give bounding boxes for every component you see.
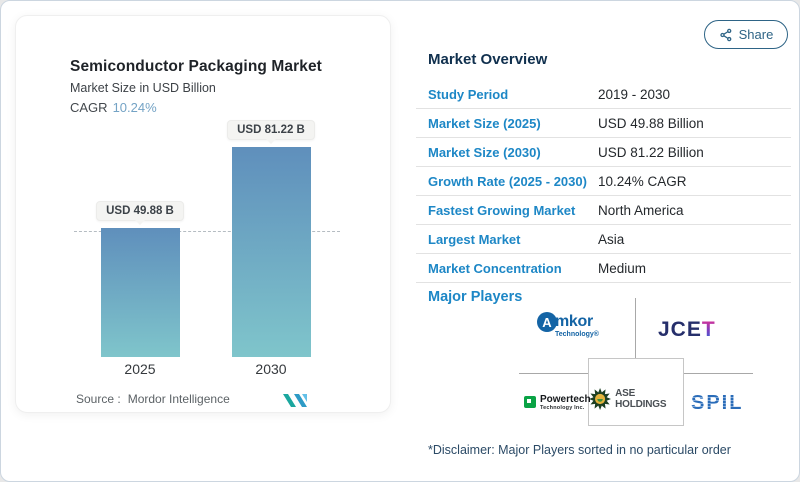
gear-starburst-icon: [589, 387, 612, 411]
row-label: Market Size (2025): [428, 115, 541, 131]
spil-logo: SPIL: [691, 392, 744, 414]
market-chart-card: Semiconductor Packaging Market Market Si…: [15, 15, 391, 413]
bar-2030: [231, 147, 311, 357]
cagr-value: 10.24%: [112, 100, 157, 115]
reference-line: [74, 231, 340, 232]
source-value: Mordor Intelligence: [127, 392, 230, 406]
row-label: Market Concentration: [428, 260, 562, 276]
row-value: USD 81.22 Billion: [598, 144, 704, 160]
source-label: Source :: [76, 392, 121, 406]
players-disclaimer: *Disclaimer: Major Players sorted in no …: [428, 443, 731, 457]
row-value: Asia: [598, 231, 625, 247]
table-row: Market Concentration Medium: [416, 254, 791, 283]
powertech-sub-text: Technology Inc.: [540, 405, 585, 411]
major-players-heading: Major Players: [428, 289, 523, 305]
jcet-logo: JCET: [658, 318, 716, 342]
source-row: Source : Mordor Intelligence: [76, 392, 366, 406]
row-value: Medium: [598, 260, 647, 276]
bar-group-2025: USD 49.88 B 2025: [80, 201, 200, 377]
row-label: Growth Rate (2025 - 2030): [428, 173, 587, 189]
amkor-wordmark: mkor: [555, 313, 593, 330]
connector-line-vertical: [635, 298, 636, 358]
powertech-wordmark: Powertech: [540, 394, 591, 405]
jcet-accent-letter: T: [701, 318, 716, 341]
row-label: Largest Market: [428, 231, 521, 247]
axis-label-2030: 2030: [255, 361, 287, 377]
overview-table: Study Period 2019 - 2030 Market Size (20…: [416, 80, 791, 283]
table-row: Market Size (2030) USD 81.22 Billion: [416, 138, 791, 167]
amkor-sub-text: Technology®: [555, 331, 599, 338]
bar-2025: [100, 228, 180, 357]
cagr-label: CAGR: [70, 100, 108, 115]
row-value: 2019 - 2030: [598, 86, 671, 102]
table-row: Market Size (2025) USD 49.88 Billion: [416, 109, 791, 138]
bar-value-badge-2030: USD 81.22 B: [227, 120, 315, 140]
row-value: 10.24% CAGR: [598, 173, 687, 189]
chart-subtitle: Market Size in USD Billion: [70, 81, 216, 95]
bar-group-2030: USD 81.22 B 2030: [211, 120, 331, 377]
amkor-circle-icon: A: [537, 312, 557, 332]
bar-value-badge-2025: USD 49.88 B: [96, 201, 184, 221]
chart-title: Semiconductor Packaging Market: [70, 58, 322, 75]
table-row: Study Period 2019 - 2030: [416, 80, 791, 109]
row-value: North America: [598, 202, 684, 218]
row-label: Fastest Growing Market: [428, 202, 576, 218]
table-row: Fastest Growing Market North America: [416, 196, 791, 225]
share-button[interactable]: Share: [704, 20, 788, 49]
share-button-label: Share: [738, 27, 774, 42]
ase-holdings-wordmark: ASE HOLDINGS: [615, 388, 667, 410]
row-label: Study Period: [428, 86, 509, 102]
powertech-logo: Powertech Technology Inc.: [524, 394, 591, 411]
row-value: USD 49.88 Billion: [598, 115, 704, 131]
jcet-wordmark: JCE: [658, 318, 702, 341]
amkor-technology-logo: A mkor Technology®: [537, 312, 617, 338]
mordor-intelligence-logo-icon: [283, 394, 307, 407]
overview-heading: Market Overview: [428, 51, 548, 68]
cagr-line: CAGR 10.24%: [70, 100, 157, 115]
share-nodes-icon: [719, 28, 732, 41]
axis-label-2025: 2025: [124, 361, 156, 377]
row-label: Market Size (2030): [428, 144, 541, 160]
ase-holdings-box: ASE HOLDINGS: [588, 358, 684, 426]
table-row: Growth Rate (2025 - 2030) 10.24% CAGR: [416, 167, 791, 196]
powertech-square-icon: [524, 396, 536, 408]
table-row: Largest Market Asia: [416, 225, 791, 254]
